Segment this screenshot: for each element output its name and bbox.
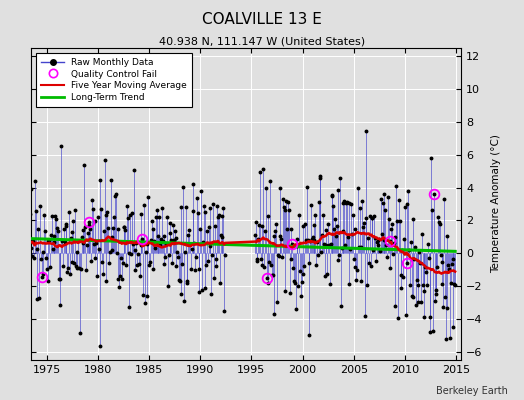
- Y-axis label: Temperature Anomaly (°C): Temperature Anomaly (°C): [491, 134, 501, 274]
- Text: Berkeley Earth: Berkeley Earth: [436, 386, 508, 396]
- Text: COALVILLE 13 E: COALVILLE 13 E: [202, 12, 322, 27]
- Legend: Raw Monthly Data, Quality Control Fail, Five Year Moving Average, Long-Term Tren: Raw Monthly Data, Quality Control Fail, …: [36, 52, 192, 108]
- Text: 40.938 N, 111.147 W (United States): 40.938 N, 111.147 W (United States): [159, 36, 365, 46]
